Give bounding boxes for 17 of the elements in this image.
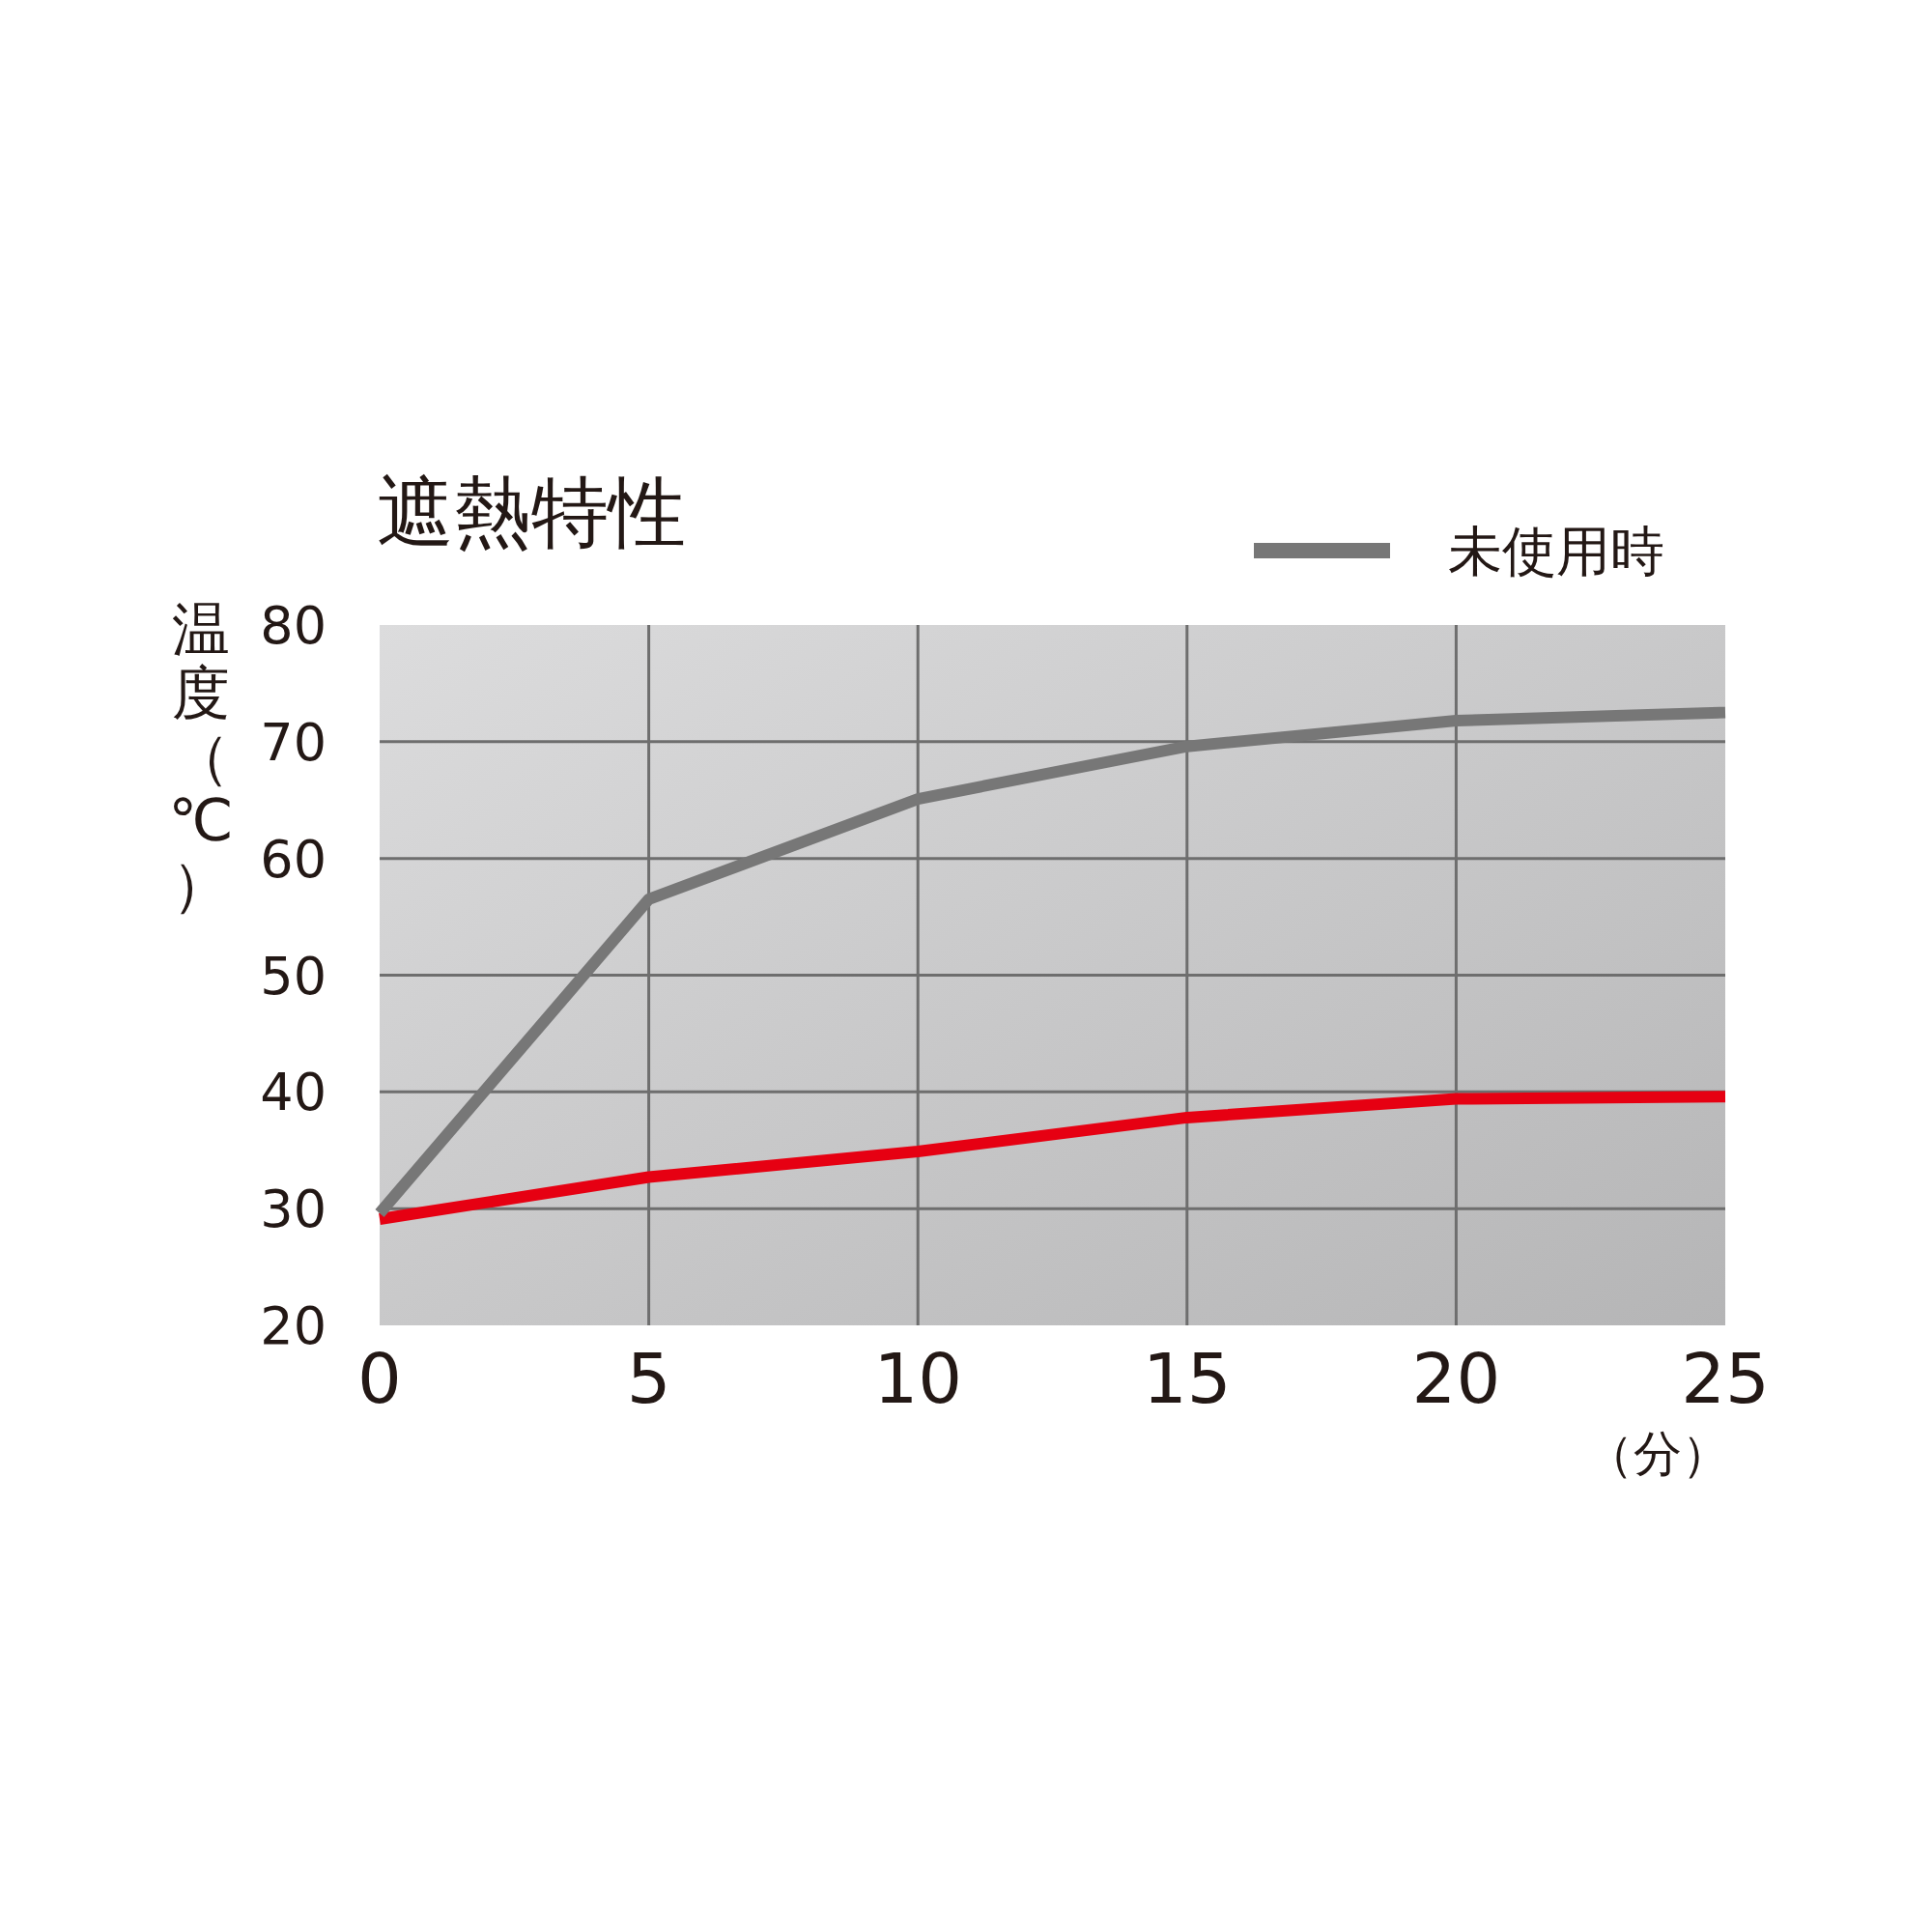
x-tick-label: 5 (626, 1338, 671, 1419)
y-axis-title: 温度（℃） (168, 595, 234, 918)
x-tick-label: 0 (357, 1338, 402, 1419)
y-tick-label: 60 (260, 828, 327, 890)
x-axis-title: （分） (1585, 1426, 1730, 1482)
y-tick-label: 50 (260, 945, 327, 1007)
x-tick-label: 20 (1411, 1338, 1501, 1419)
legend-label: 未使用時 (1448, 520, 1664, 582)
chart-title: 遮熱特性 (377, 468, 686, 557)
y-tick-label: 70 (260, 711, 327, 773)
x-tick-label: 15 (1142, 1338, 1232, 1419)
y-tick-label: 40 (260, 1062, 327, 1123)
y-tick-label: 30 (260, 1179, 327, 1240)
x-tick-label: 25 (1681, 1338, 1770, 1419)
x-tick-label: 10 (873, 1338, 963, 1419)
y-tick-label: 80 (260, 595, 327, 656)
y-tick-label: 20 (260, 1295, 327, 1356)
